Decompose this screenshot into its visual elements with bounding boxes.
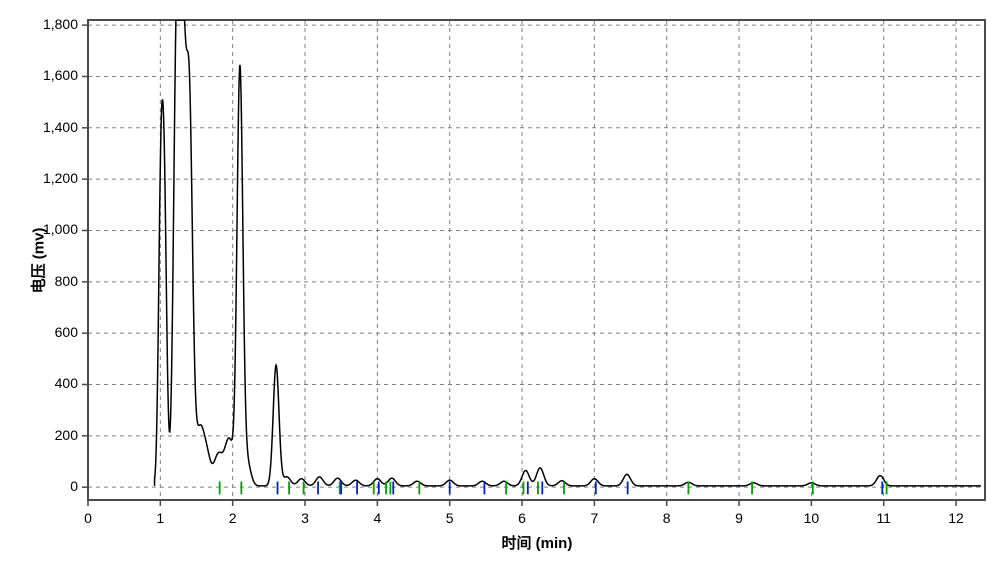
x-tick-label: 10 bbox=[796, 510, 826, 526]
x-tick-label: 0 bbox=[73, 510, 103, 526]
x-tick-label: 4 bbox=[362, 510, 392, 526]
x-tick-label: 8 bbox=[652, 510, 682, 526]
y-tick-label: 1,400 bbox=[18, 119, 78, 135]
x-tick-label: 12 bbox=[941, 510, 971, 526]
y-tick-label: 1,000 bbox=[18, 221, 78, 237]
y-tick-label: 0 bbox=[18, 478, 78, 494]
y-tick-label: 800 bbox=[18, 273, 78, 289]
x-tick-label: 7 bbox=[579, 510, 609, 526]
y-tick-label: 1,200 bbox=[18, 170, 78, 186]
x-tick-label: 11 bbox=[869, 510, 899, 526]
x-tick-label: 5 bbox=[435, 510, 465, 526]
x-tick-label: 2 bbox=[218, 510, 248, 526]
x-axis-label: 时间 (min) bbox=[502, 532, 573, 553]
x-tick-label: 9 bbox=[724, 510, 754, 526]
y-tick-label: 600 bbox=[18, 324, 78, 340]
x-tick-label: 6 bbox=[507, 510, 537, 526]
chart-svg bbox=[0, 0, 1000, 577]
y-tick-label: 1,600 bbox=[18, 67, 78, 83]
x-tick-label: 1 bbox=[145, 510, 175, 526]
y-tick-label: 200 bbox=[18, 427, 78, 443]
y-tick-label: 1,800 bbox=[18, 16, 78, 32]
x-tick-label: 3 bbox=[290, 510, 320, 526]
chromatogram-chart: 电压 (mv) 时间 (min) 02004006008001,0001,200… bbox=[0, 0, 1000, 577]
y-tick-label: 400 bbox=[18, 375, 78, 391]
